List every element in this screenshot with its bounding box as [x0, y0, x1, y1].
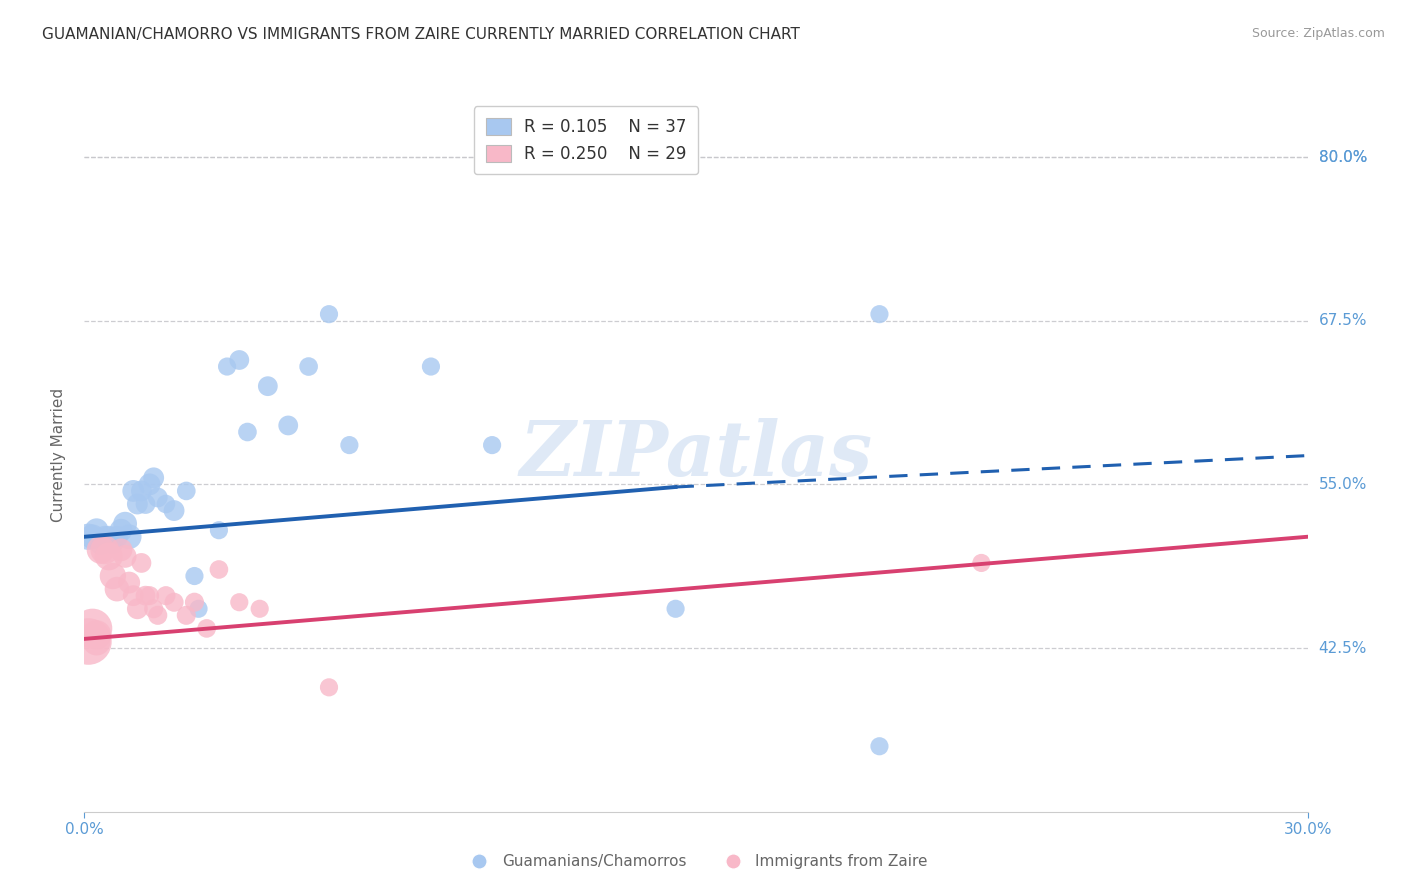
Point — [110, 523, 132, 537]
Point — [142, 601, 165, 615]
Point — [142, 471, 165, 485]
Point — [131, 483, 153, 498]
Point — [163, 595, 186, 609]
Point — [97, 530, 120, 544]
Point — [127, 601, 149, 615]
Point — [118, 530, 141, 544]
Point — [105, 530, 128, 544]
Point — [82, 621, 104, 635]
Legend: Guamanians/Chamorros, Immigrants from Zaire: Guamanians/Chamorros, Immigrants from Za… — [458, 848, 934, 875]
Point — [318, 681, 340, 695]
Text: 42.5%: 42.5% — [1319, 640, 1367, 656]
Point — [298, 359, 321, 374]
Point — [138, 477, 160, 491]
Point — [217, 359, 239, 374]
Point — [257, 379, 280, 393]
Point — [122, 483, 145, 498]
Point — [77, 530, 100, 544]
Point — [77, 634, 100, 648]
Point — [135, 497, 157, 511]
Point — [138, 589, 160, 603]
Point — [146, 608, 169, 623]
Point — [93, 530, 115, 544]
Point — [174, 608, 197, 623]
Point — [236, 425, 259, 439]
Point — [155, 589, 177, 603]
Point — [93, 542, 115, 557]
Point — [249, 601, 271, 615]
Point — [110, 542, 132, 557]
Point — [155, 497, 177, 511]
Text: 80.0%: 80.0% — [1319, 150, 1367, 164]
Point — [195, 621, 218, 635]
Point — [163, 503, 186, 517]
Point — [664, 601, 686, 615]
Point — [228, 353, 250, 368]
Point — [97, 549, 120, 564]
Y-axis label: Currently Married: Currently Married — [51, 388, 66, 522]
Point — [82, 530, 104, 544]
Point — [869, 307, 891, 321]
Point — [86, 628, 108, 642]
Point — [101, 536, 124, 550]
Point — [105, 582, 128, 596]
Text: 67.5%: 67.5% — [1319, 313, 1367, 328]
Point — [187, 601, 209, 615]
Point — [127, 497, 149, 511]
Point — [420, 359, 443, 374]
Text: 80.0%: 80.0% — [1319, 150, 1367, 164]
Point — [90, 542, 112, 557]
Point — [90, 536, 112, 550]
Point — [146, 491, 169, 505]
Point — [131, 556, 153, 570]
Point — [174, 483, 197, 498]
Text: Source: ZipAtlas.com: Source: ZipAtlas.com — [1251, 27, 1385, 40]
Point — [208, 562, 231, 576]
Text: ZIPatlas: ZIPatlas — [519, 418, 873, 491]
Point — [318, 307, 340, 321]
Point — [277, 418, 299, 433]
Point — [114, 516, 136, 531]
Point — [339, 438, 360, 452]
Point — [135, 589, 157, 603]
Point — [869, 739, 891, 754]
Point — [481, 438, 503, 452]
Point — [86, 523, 108, 537]
Text: 55.0%: 55.0% — [1319, 477, 1367, 491]
Point — [183, 595, 205, 609]
Point — [122, 589, 145, 603]
Point — [183, 569, 205, 583]
Point — [101, 569, 124, 583]
Point — [86, 634, 108, 648]
Point — [208, 523, 231, 537]
Point — [228, 595, 250, 609]
Point — [970, 556, 993, 570]
Point — [114, 549, 136, 564]
Point — [118, 575, 141, 590]
Text: GUAMANIAN/CHAMORRO VS IMMIGRANTS FROM ZAIRE CURRENTLY MARRIED CORRELATION CHART: GUAMANIAN/CHAMORRO VS IMMIGRANTS FROM ZA… — [42, 27, 800, 42]
